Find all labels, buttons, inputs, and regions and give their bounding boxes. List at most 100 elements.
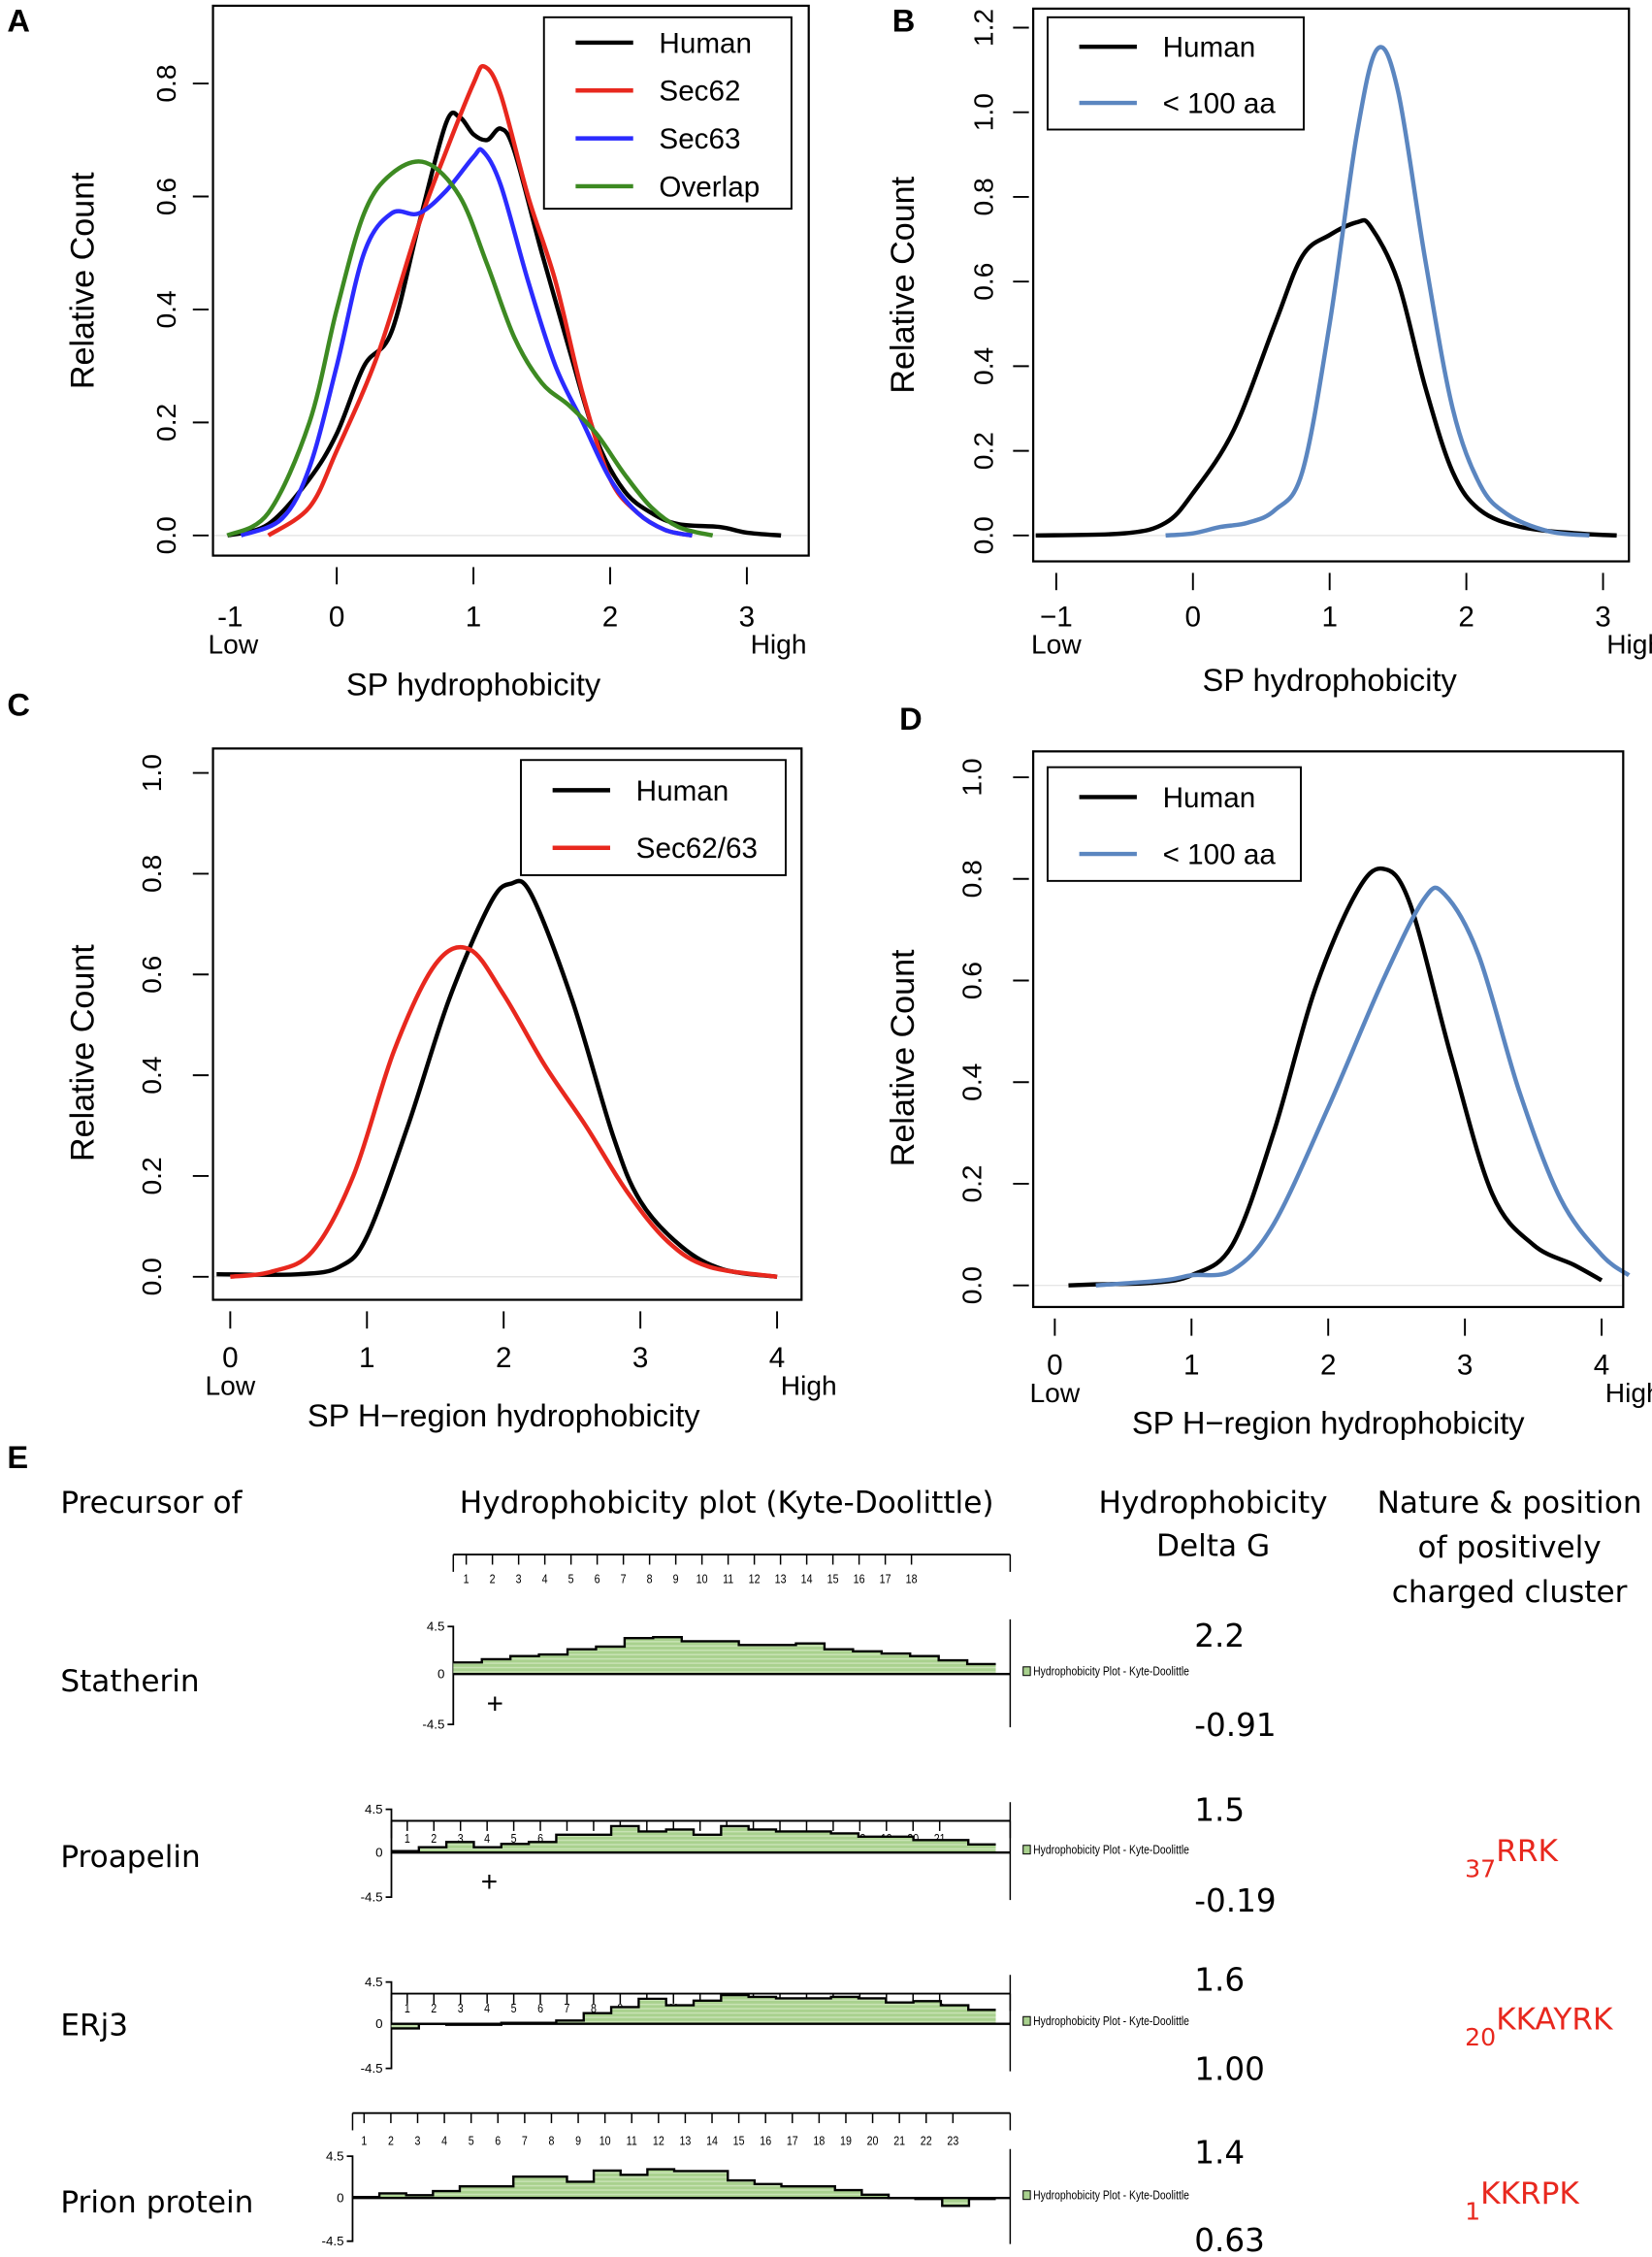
- legend-entry: Human: [636, 775, 729, 807]
- delta-g-value: 1.6: [1194, 1962, 1245, 1999]
- charged-cluster: 1KKRPK: [1465, 2176, 1580, 2225]
- y-tick-label: 0.4: [136, 1057, 167, 1095]
- x-tick-label: 2: [496, 1342, 511, 1374]
- series-line--100-aa: [1095, 885, 1631, 1288]
- y-tick-label: 0.6: [956, 962, 988, 999]
- window-label: 8: [548, 2133, 554, 2147]
- x-axis-label: SP H−region hydrophobicity: [308, 1397, 700, 1433]
- value-tick-label: 0: [337, 2191, 343, 2206]
- window-label: 3: [458, 2001, 464, 2015]
- window-label: 4: [542, 1572, 548, 1586]
- x-tick-label: 2: [602, 601, 619, 633]
- legend-entry: Sec63: [659, 123, 740, 155]
- x-tick-label: 3: [1457, 1350, 1474, 1382]
- hydrophobicity-table: Precursor of Hydrophobicity plot (Kyte-Do…: [60, 1486, 1641, 2257]
- x-tick-label: 0: [329, 601, 345, 633]
- series-line-human: [226, 111, 782, 539]
- value-tick-label: -4.5: [361, 1890, 383, 1905]
- window-label: 2: [388, 2133, 394, 2147]
- window-label: 6: [595, 1572, 600, 1586]
- series-line-human: [1068, 866, 1603, 1288]
- x-tick-label: 3: [1595, 601, 1611, 633]
- hydrophobicity-profile: [453, 1635, 996, 1666]
- window-label: 9: [673, 1572, 679, 1586]
- window-label: 6: [537, 2001, 543, 2015]
- header-delta-g: Delta G: [1156, 1529, 1270, 1564]
- window-label: 11: [723, 1572, 733, 1586]
- window-label: 16: [854, 1572, 865, 1586]
- cluster-sequence: KKAYRK: [1496, 2003, 1614, 2038]
- window-label: 6: [495, 2133, 501, 2147]
- legend-swatch: [1022, 1845, 1031, 1855]
- header-delta-g: Hydrophobicity: [1098, 1486, 1327, 1521]
- value-axis: [447, 1625, 455, 1726]
- cluster-sequence: KKRPK: [1480, 2176, 1580, 2211]
- panel-label-c: C: [7, 686, 30, 722]
- x-tick-label: 0: [1185, 601, 1202, 633]
- x-tick-label: -1: [217, 601, 243, 633]
- x-low-label: Low: [1031, 628, 1082, 659]
- cluster-position: 1: [1465, 2197, 1480, 2225]
- kyte-doolittle-plot: 1 2 3 4 5 6 7 8 9 10 11 12 13 14 15 16 17 18 19 20 21 22 234.5…: [322, 2111, 1189, 2248]
- value-axis: [385, 1980, 393, 2070]
- plot-frame: [1031, 750, 1625, 1309]
- y-tick-label: 1.2: [968, 9, 999, 47]
- x-low-label: Low: [206, 1369, 256, 1400]
- chart-panel-c: 0.0 0.2 0.4 0.6 0.8 1.0 0 1 2 3 4 Low High SP H−regio…: [64, 747, 837, 1433]
- value-tick-label: 4.5: [326, 2149, 344, 2164]
- cluster-position: 20: [1465, 2023, 1496, 2051]
- x-low-label: Low: [208, 628, 258, 659]
- window-label: 2: [490, 1572, 496, 1586]
- window-label: 4: [441, 2133, 447, 2147]
- delta-g-value: 1.00: [1194, 2051, 1265, 2088]
- x-tick-label: 0: [1047, 1350, 1063, 1382]
- window-label: 4: [484, 1831, 490, 1846]
- precursor-name: Proapelin: [60, 1840, 200, 1875]
- window-label: 11: [627, 2133, 637, 2147]
- value-tick-label: 4.5: [427, 1619, 445, 1634]
- series-line-human: [216, 878, 778, 1279]
- legend-entry: Overlap: [659, 171, 760, 203]
- legend-entry: < 100 aa: [1163, 87, 1277, 119]
- window-label: 1: [464, 1572, 470, 1586]
- hydrophobicity-fill: [391, 1995, 996, 2029]
- delta-g-value: 1.4: [1194, 2135, 1245, 2172]
- plot-frame: [211, 4, 810, 557]
- legend-entry: Human: [659, 27, 752, 59]
- plot-frame: [211, 747, 803, 1301]
- window-label: 14: [706, 2133, 718, 2147]
- window-label: 13: [775, 1572, 787, 1586]
- x-tick-label: 1: [1183, 1350, 1200, 1382]
- window-label: 17: [787, 2133, 798, 2147]
- y-tick-label: 0.0: [968, 516, 999, 554]
- y-tick-label: 0.8: [136, 855, 167, 893]
- precursor-name: ERj3: [60, 2009, 128, 2044]
- y-tick-label: 0.6: [150, 178, 181, 215]
- y-tick-label: 0.0: [956, 1266, 988, 1304]
- plot-legend-label: Hydrophobicity Plot - Kyte-Doolittle: [1033, 1663, 1189, 1679]
- window-label: 19: [840, 2133, 852, 2147]
- y-tick-label: 0.6: [136, 956, 167, 994]
- y-axis-label: Relative Count: [885, 176, 922, 393]
- x-tick-label: 3: [632, 1342, 649, 1374]
- window-label: 14: [801, 1572, 813, 1586]
- legend-entry: < 100 aa: [1163, 838, 1277, 870]
- delta-g-value: 2.2: [1194, 1618, 1245, 1654]
- series-line-overlap: [226, 159, 714, 539]
- window-label: 17: [880, 1572, 891, 1586]
- window-label: 2: [431, 1831, 437, 1846]
- value-tick-label: 0: [375, 1846, 382, 1860]
- window-label: 18: [906, 1572, 918, 1586]
- window-label: 3: [516, 1572, 522, 1586]
- panel-label-e: E: [7, 1439, 28, 1475]
- plot-frame: [1031, 7, 1631, 563]
- window-label: 10: [696, 1572, 708, 1586]
- window-label: 6: [537, 1831, 543, 1846]
- y-tick-label: 0.0: [150, 516, 181, 554]
- window-label: 15: [827, 1572, 839, 1586]
- legend-swatch: [1022, 2015, 1031, 2026]
- x-tick-label: 4: [1594, 1350, 1610, 1382]
- x-tick-label: 4: [769, 1342, 786, 1374]
- window-label: 1: [405, 2001, 410, 2015]
- header-cluster: charged cluster: [1392, 1575, 1628, 1610]
